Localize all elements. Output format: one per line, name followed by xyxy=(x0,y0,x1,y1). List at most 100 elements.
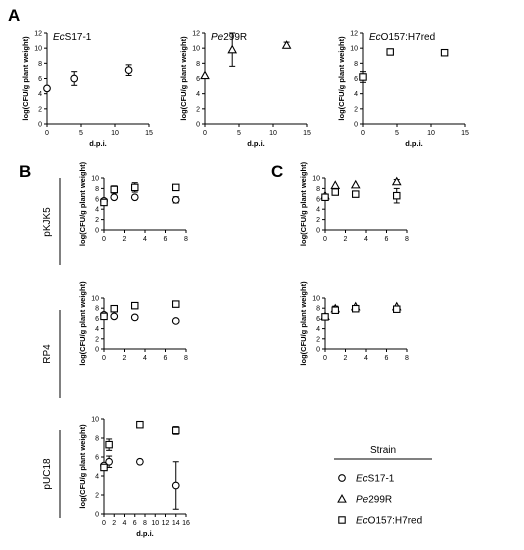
data-point-square xyxy=(172,183,180,192)
x-axis-label: d.p.i. xyxy=(405,139,423,148)
y-tick-label: 4 xyxy=(95,326,99,333)
data-point-triangle xyxy=(391,176,402,186)
y-tick-label: 2 xyxy=(95,336,99,343)
x-tick-label: 8 xyxy=(184,236,188,243)
y-tick-label: 6 xyxy=(354,76,358,83)
x-tick-label: 6 xyxy=(164,236,168,243)
data-point-square xyxy=(321,313,329,321)
legend-item-rest: O157:H7red xyxy=(368,516,422,527)
legend-title: Strain xyxy=(370,445,396,456)
y-tick-label: 10 xyxy=(91,176,99,183)
data-point-triangle xyxy=(281,40,292,49)
y-tick-label: 4 xyxy=(354,91,358,98)
data-point-square xyxy=(351,190,360,198)
y-tick-label: 10 xyxy=(312,176,320,183)
x-tick-label: 0 xyxy=(102,520,106,527)
y-tick-label: 2 xyxy=(196,106,200,113)
data-point-triangle xyxy=(330,180,341,189)
panel-title-rest: O157:H7red xyxy=(381,32,435,43)
data-point-square xyxy=(359,73,367,81)
legend-marker-triangle xyxy=(337,493,347,503)
x-tick-label: 2 xyxy=(112,520,116,527)
row-label-pkjk5-group: pKJK5 xyxy=(42,178,61,265)
y-axis-label: log(CFU/g plant weight) xyxy=(78,424,87,509)
chart-c2: 0 2 4 6 8 10 0 2 4 6 8 log(CFU/g plant weight) xyxy=(299,281,409,366)
y-tick-label: 8 xyxy=(95,306,99,313)
panel-title-italic: Ec xyxy=(369,32,381,43)
data-point-square xyxy=(100,312,108,321)
x-tick-label: 2 xyxy=(123,236,127,243)
row-label-puc18: pUC18 xyxy=(42,458,53,490)
row-label-rp4: RP4 xyxy=(42,344,53,364)
data-point-square xyxy=(351,304,360,313)
x-tick-label: 6 xyxy=(133,520,137,527)
x-tick-label: 2 xyxy=(344,236,348,243)
data-point-circle xyxy=(110,193,119,202)
y-tick-label: 10 xyxy=(312,296,320,303)
x-axis-label: d.p.i. xyxy=(89,139,107,148)
y-tick-label: 10 xyxy=(350,46,358,53)
x-tick-label: 10 xyxy=(151,520,159,527)
x-tick-label: 5 xyxy=(395,130,399,137)
data-point-square xyxy=(392,191,401,200)
y-tick-label: 0 xyxy=(95,347,99,354)
chart-a3: 0 2 4 6 8 10 12 0 5 10 15 log(CFU/g plant weight) d.… xyxy=(337,31,469,149)
legend-item-label: Pe299R xyxy=(356,495,392,506)
x-axis-label: d.p.i. xyxy=(247,139,265,148)
data-point-circle xyxy=(171,195,180,204)
legend-item-italic: Ec xyxy=(356,474,368,485)
y-tick-label: 10 xyxy=(34,46,42,53)
data-point-square xyxy=(100,198,108,207)
data-point-square xyxy=(331,188,339,196)
y-tick-label: 8 xyxy=(316,186,320,193)
y-tick-label: 8 xyxy=(354,61,358,68)
x-tick-label: 4 xyxy=(143,355,147,362)
row-label-rp4-group: RP4 xyxy=(42,310,61,398)
data-point-triangle xyxy=(227,44,238,54)
data-point-circle xyxy=(136,457,144,466)
y-tick-label: 6 xyxy=(196,76,200,83)
x-tick-label: 10 xyxy=(111,130,119,137)
data-point-square xyxy=(321,193,329,201)
x-tick-label: 0 xyxy=(361,130,365,137)
chart-a1: 0 2 4 6 8 10 12 0 5 10 15 log(CFU/g plant weight) d.… xyxy=(21,31,153,149)
y-tick-label: 12 xyxy=(192,31,200,38)
data-point-triangle xyxy=(200,70,210,80)
x-tick-label: 2 xyxy=(344,355,348,362)
x-tick-label: 6 xyxy=(385,355,389,362)
data-point-circle xyxy=(130,193,139,202)
x-tick-label: 0 xyxy=(102,355,106,362)
y-tick-label: 8 xyxy=(38,61,42,68)
panel-title-italic: Ec xyxy=(53,32,65,43)
x-tick-label: 14 xyxy=(172,520,180,527)
panel-title: Pe299R xyxy=(211,32,247,43)
x-tick-label: 0 xyxy=(323,236,327,243)
x-tick-label: 8 xyxy=(143,520,147,527)
y-axis-label: log(CFU/g plant weight) xyxy=(337,36,346,121)
panel-title: EcS17-1 xyxy=(53,32,92,43)
legend-marker-square xyxy=(338,516,346,524)
y-tick-label: 8 xyxy=(196,61,200,68)
data-point-circle xyxy=(70,74,79,83)
data-point-square xyxy=(131,183,139,192)
y-tick-label: 4 xyxy=(95,474,99,481)
y-tick-label: 0 xyxy=(316,347,320,354)
data-point-square xyxy=(172,300,180,308)
y-tick-label: 8 xyxy=(95,186,99,193)
y-tick-label: 8 xyxy=(316,306,320,313)
y-tick-label: 6 xyxy=(38,76,42,83)
y-tick-label: 6 xyxy=(95,316,99,323)
legend-item-italic: Ec xyxy=(356,516,368,527)
y-tick-label: 4 xyxy=(316,326,320,333)
y-tick-label: 0 xyxy=(38,122,42,129)
data-point-square xyxy=(110,185,119,194)
x-tick-label: 15 xyxy=(145,130,153,137)
x-tick-label: 0 xyxy=(102,236,106,243)
legend-item-rest: 299R xyxy=(368,495,392,506)
y-tick-label: 2 xyxy=(316,217,320,224)
legend-item-rest: S17-1 xyxy=(368,474,395,485)
y-axis-label: log(CFU/g plant weight) xyxy=(179,36,188,121)
y-axis-label: log(CFU/g plant weight) xyxy=(78,281,87,366)
